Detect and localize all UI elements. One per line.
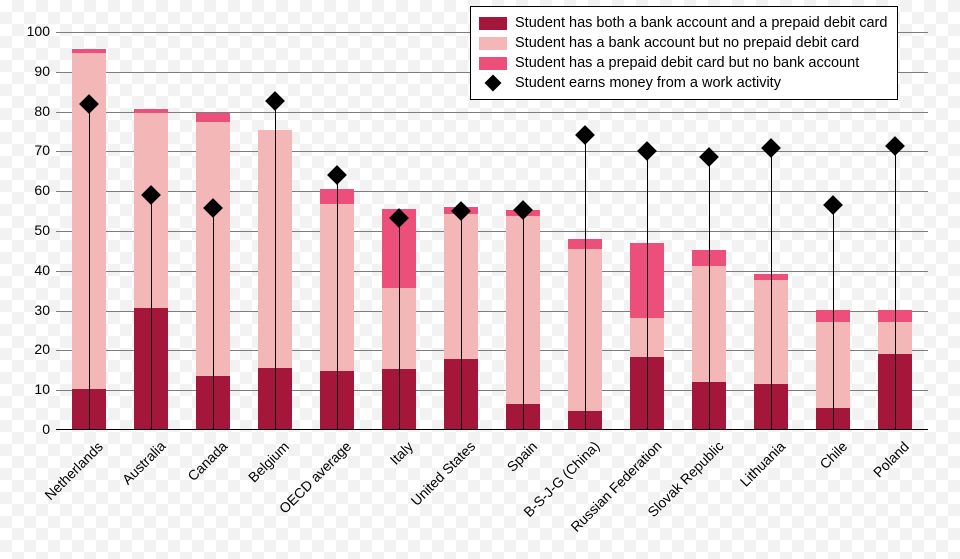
- gridline: [56, 390, 928, 391]
- y-tick-label: 70: [16, 142, 50, 158]
- gridline: [56, 151, 928, 152]
- y-tick-label: 60: [16, 182, 50, 198]
- legend-row: Student has both a bank account and a pr…: [479, 13, 887, 33]
- legend-label: Student has a prepaid debit card but no …: [515, 53, 859, 73]
- gridline: [56, 350, 928, 351]
- gridline: [56, 112, 928, 113]
- legend-swatch: [479, 57, 507, 70]
- gridline: [56, 191, 928, 192]
- work-marker-diamond: [761, 138, 781, 158]
- legend: Student has both a bank account and a pr…: [470, 6, 898, 100]
- gridline: [56, 231, 928, 232]
- gridline: [56, 271, 928, 272]
- y-tick-label: 100: [16, 23, 50, 39]
- legend-label: Student has both a bank account and a pr…: [515, 13, 887, 33]
- legend-label: Student has a bank account but no prepai…: [515, 33, 859, 53]
- y-tick-label: 50: [16, 222, 50, 238]
- marker-stick: [709, 156, 710, 429]
- marker-stick: [771, 147, 772, 429]
- work-marker-diamond: [699, 147, 719, 167]
- legend-label: Student earns money from a work activity: [515, 73, 781, 93]
- gridline: [56, 311, 928, 312]
- marker-stick: [585, 134, 586, 429]
- legend-diamond-icon: [479, 77, 507, 90]
- marker-stick: [151, 194, 152, 429]
- marker-stick: [89, 103, 90, 429]
- y-tick-label: 80: [16, 103, 50, 119]
- marker-stick: [399, 217, 400, 429]
- marker-stick: [647, 150, 648, 429]
- y-tick-label: 30: [16, 302, 50, 318]
- legend-row: Student earns money from a work activity: [479, 73, 887, 93]
- work-marker-diamond: [265, 91, 285, 111]
- bar-segment-seg-prepaid-only: [72, 49, 106, 53]
- legend-row: Student has a bank account but no prepai…: [479, 33, 887, 53]
- work-marker-diamond: [637, 141, 657, 161]
- y-tick-label: 0: [16, 421, 50, 437]
- marker-stick: [833, 204, 834, 429]
- legend-row: Student has a prepaid debit card but no …: [479, 53, 887, 73]
- work-marker-diamond: [823, 195, 843, 215]
- y-tick-label: 90: [16, 63, 50, 79]
- bar-segment-seg-prepaid-only: [134, 109, 168, 114]
- legend-swatch: [479, 17, 507, 30]
- work-marker-diamond: [575, 126, 595, 146]
- marker-stick: [337, 174, 338, 429]
- work-marker-diamond: [885, 136, 905, 156]
- marker-stick: [523, 209, 524, 429]
- legend-swatch: [479, 37, 507, 50]
- y-tick-label: 20: [16, 341, 50, 357]
- y-tick-label: 10: [16, 381, 50, 397]
- marker-stick: [275, 100, 276, 429]
- work-marker-diamond: [327, 165, 347, 185]
- y-tick-label: 40: [16, 262, 50, 278]
- marker-stick: [895, 145, 896, 429]
- bar-segment-seg-prepaid-only: [196, 113, 230, 122]
- marker-stick: [213, 207, 214, 429]
- marker-stick: [461, 211, 462, 430]
